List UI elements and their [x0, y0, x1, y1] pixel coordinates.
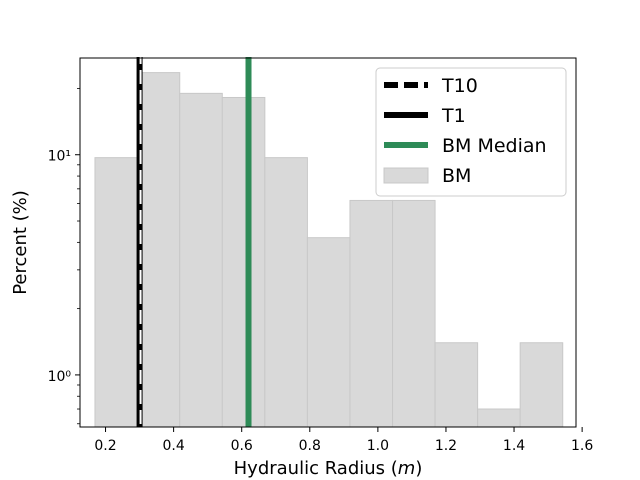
legend-swatch-bm: [383, 167, 429, 184]
x-tick-label: 1.0: [367, 438, 389, 454]
histogram-bars: [94, 72, 564, 428]
histogram-bar: [221, 96, 266, 428]
histogram-bar: [264, 157, 308, 428]
y-axis-label: Percent (%): [10, 190, 31, 295]
y-tick-label: 10¹: [48, 149, 71, 165]
histogram-bar: [349, 199, 394, 428]
histogram-bar: [136, 72, 181, 428]
histogram-bar: [434, 342, 479, 428]
threshold-lines: [136, 57, 252, 427]
x-axis-label-text: Hydraulic Radius (: [234, 458, 398, 479]
x-tick-label: 0.8: [299, 438, 321, 454]
x-tick-label: 1.6: [571, 438, 593, 454]
x-tick-label: 0.4: [162, 438, 184, 454]
legend-label-bm-median: BM Median: [442, 135, 547, 157]
legend-box: [375, 67, 567, 197]
x-axis-label: Hydraulic Radius (m): [234, 458, 423, 479]
x-tick-label: 0.6: [231, 438, 253, 454]
legend-label-t1: T1: [441, 105, 466, 127]
x-axis-label-unit: m: [398, 458, 416, 479]
legend-label-t10: T10: [441, 75, 478, 97]
x-axis-label-suffix: ): [415, 458, 422, 479]
x-tick-label: 0.2: [94, 438, 116, 454]
legend-label-bm: BM: [442, 165, 471, 187]
histogram-bar: [306, 237, 351, 428]
histogram-bar: [179, 92, 223, 428]
x-tick-label: 1.2: [435, 438, 457, 454]
histogram-bar: [94, 157, 138, 428]
y-tick-label: 10⁰: [48, 369, 72, 385]
y-axis: 10⁰ 10¹: [48, 88, 80, 425]
legend: T10 T1 BM Median BM: [375, 67, 567, 197]
x-tick-label: 1.4: [503, 438, 525, 454]
histogram-bar: [519, 342, 564, 428]
x-axis: 0.2 0.4 0.6 0.8 1.0 1.2 1.4 1.6: [94, 427, 593, 454]
histogram-bar: [392, 199, 436, 428]
histogram-bar: [477, 408, 521, 428]
